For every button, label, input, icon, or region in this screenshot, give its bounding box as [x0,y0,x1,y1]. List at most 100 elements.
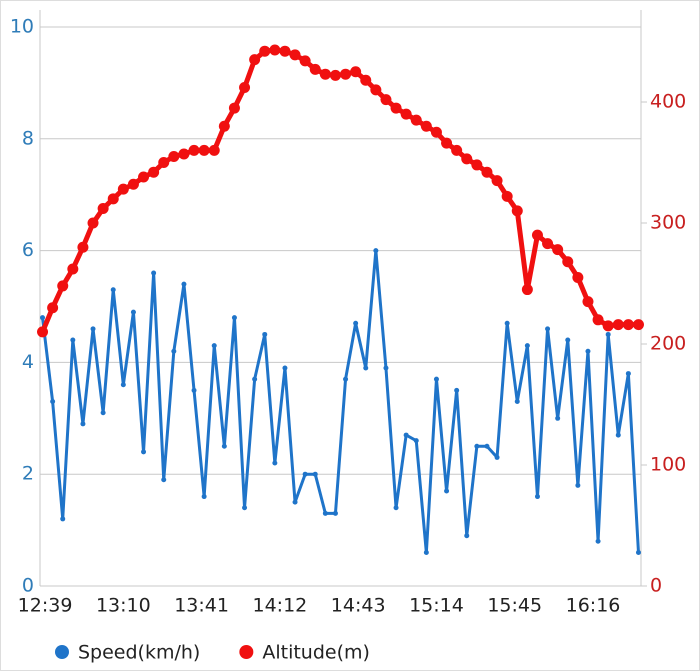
data-point [97,202,109,214]
data-point [228,102,240,114]
data-point [625,371,631,377]
data-point [279,45,291,57]
data-point [531,229,543,241]
y-tick-label: 6 [22,239,34,261]
data-point [161,477,167,483]
data-point [120,382,126,388]
data-point [635,549,641,555]
data-point [430,126,442,138]
data-point [37,326,49,338]
y-tick-label: 8 [22,127,34,149]
x-tick-label: 14:43 [331,595,386,617]
data-point [269,44,281,56]
data-point [534,494,540,500]
data-point [575,482,581,488]
x-tick-label: 15:45 [487,595,542,617]
x-tick-label: 12:39 [18,595,73,617]
data-point [242,505,248,511]
data-point [471,159,483,171]
data-point [292,499,298,505]
data-point [319,68,331,80]
data-point [340,68,352,80]
legend-label: Altitude(m) [262,642,370,664]
data-point [201,494,207,500]
data-point [289,49,301,61]
data-point [77,241,89,253]
data-point [87,217,99,229]
data-point [168,150,180,162]
data-point [110,287,116,293]
data-point [130,309,136,315]
data-point [322,510,328,516]
data-point [592,314,604,326]
data-point [208,144,220,156]
data-point [521,284,533,296]
x-tick-label: 15:14 [409,595,464,617]
data-point [148,166,160,178]
data-point [211,343,217,349]
data-point [80,421,86,427]
legend-marker [55,645,69,659]
data-point [70,337,76,343]
data-point [504,320,510,326]
data-point [178,148,190,160]
legend-label: Speed(km/h) [78,642,200,664]
data-point [491,175,503,187]
data-point [329,69,341,81]
data-point [433,376,439,382]
data-point [400,108,412,120]
data-point [585,348,591,354]
data-point [615,432,621,438]
data-point [441,137,453,149]
data-point [420,120,432,132]
y-tick-label: 10 [10,16,34,38]
data-point [312,471,318,477]
data-point [582,296,594,308]
data-point [262,331,268,337]
data-point [353,320,359,326]
data-point [50,399,56,405]
data-point [151,270,157,276]
y-tick-label: 4 [22,351,34,373]
data-point [363,365,369,371]
series-line [41,249,640,554]
y-tick-label: 2 [22,463,34,485]
y2-tick-label: 300 [650,212,686,234]
data-point [474,443,480,449]
data-point [373,248,379,254]
data-point [299,55,311,67]
x-tick-label: 16:16 [566,595,621,617]
data-point [249,54,261,66]
data-point [481,166,493,178]
data-point [252,376,258,382]
data-point [141,449,147,455]
data-point [171,348,177,354]
data-point [390,102,402,114]
data-point [191,387,197,393]
data-point [383,365,389,371]
series-line [40,47,639,333]
data-point [360,74,372,86]
data-point [464,533,470,539]
data-point [57,280,69,292]
data-point [332,510,338,516]
data-point [221,443,227,449]
data-point [602,320,614,332]
data-point [595,538,601,544]
data-point [410,114,422,126]
data-point [552,244,564,256]
data-point [117,183,129,195]
data-point [60,516,66,522]
data-point [198,144,210,156]
data-point [524,343,530,349]
data-point [494,454,500,460]
data-point [612,319,624,331]
y-tick-label: 0 [22,575,34,597]
data-point [259,45,271,57]
data-point [542,238,554,250]
legend-marker [239,645,254,659]
data-point [239,81,251,93]
x-tick-label: 13:10 [96,595,151,617]
data-point [562,256,574,268]
data-point [188,144,200,156]
